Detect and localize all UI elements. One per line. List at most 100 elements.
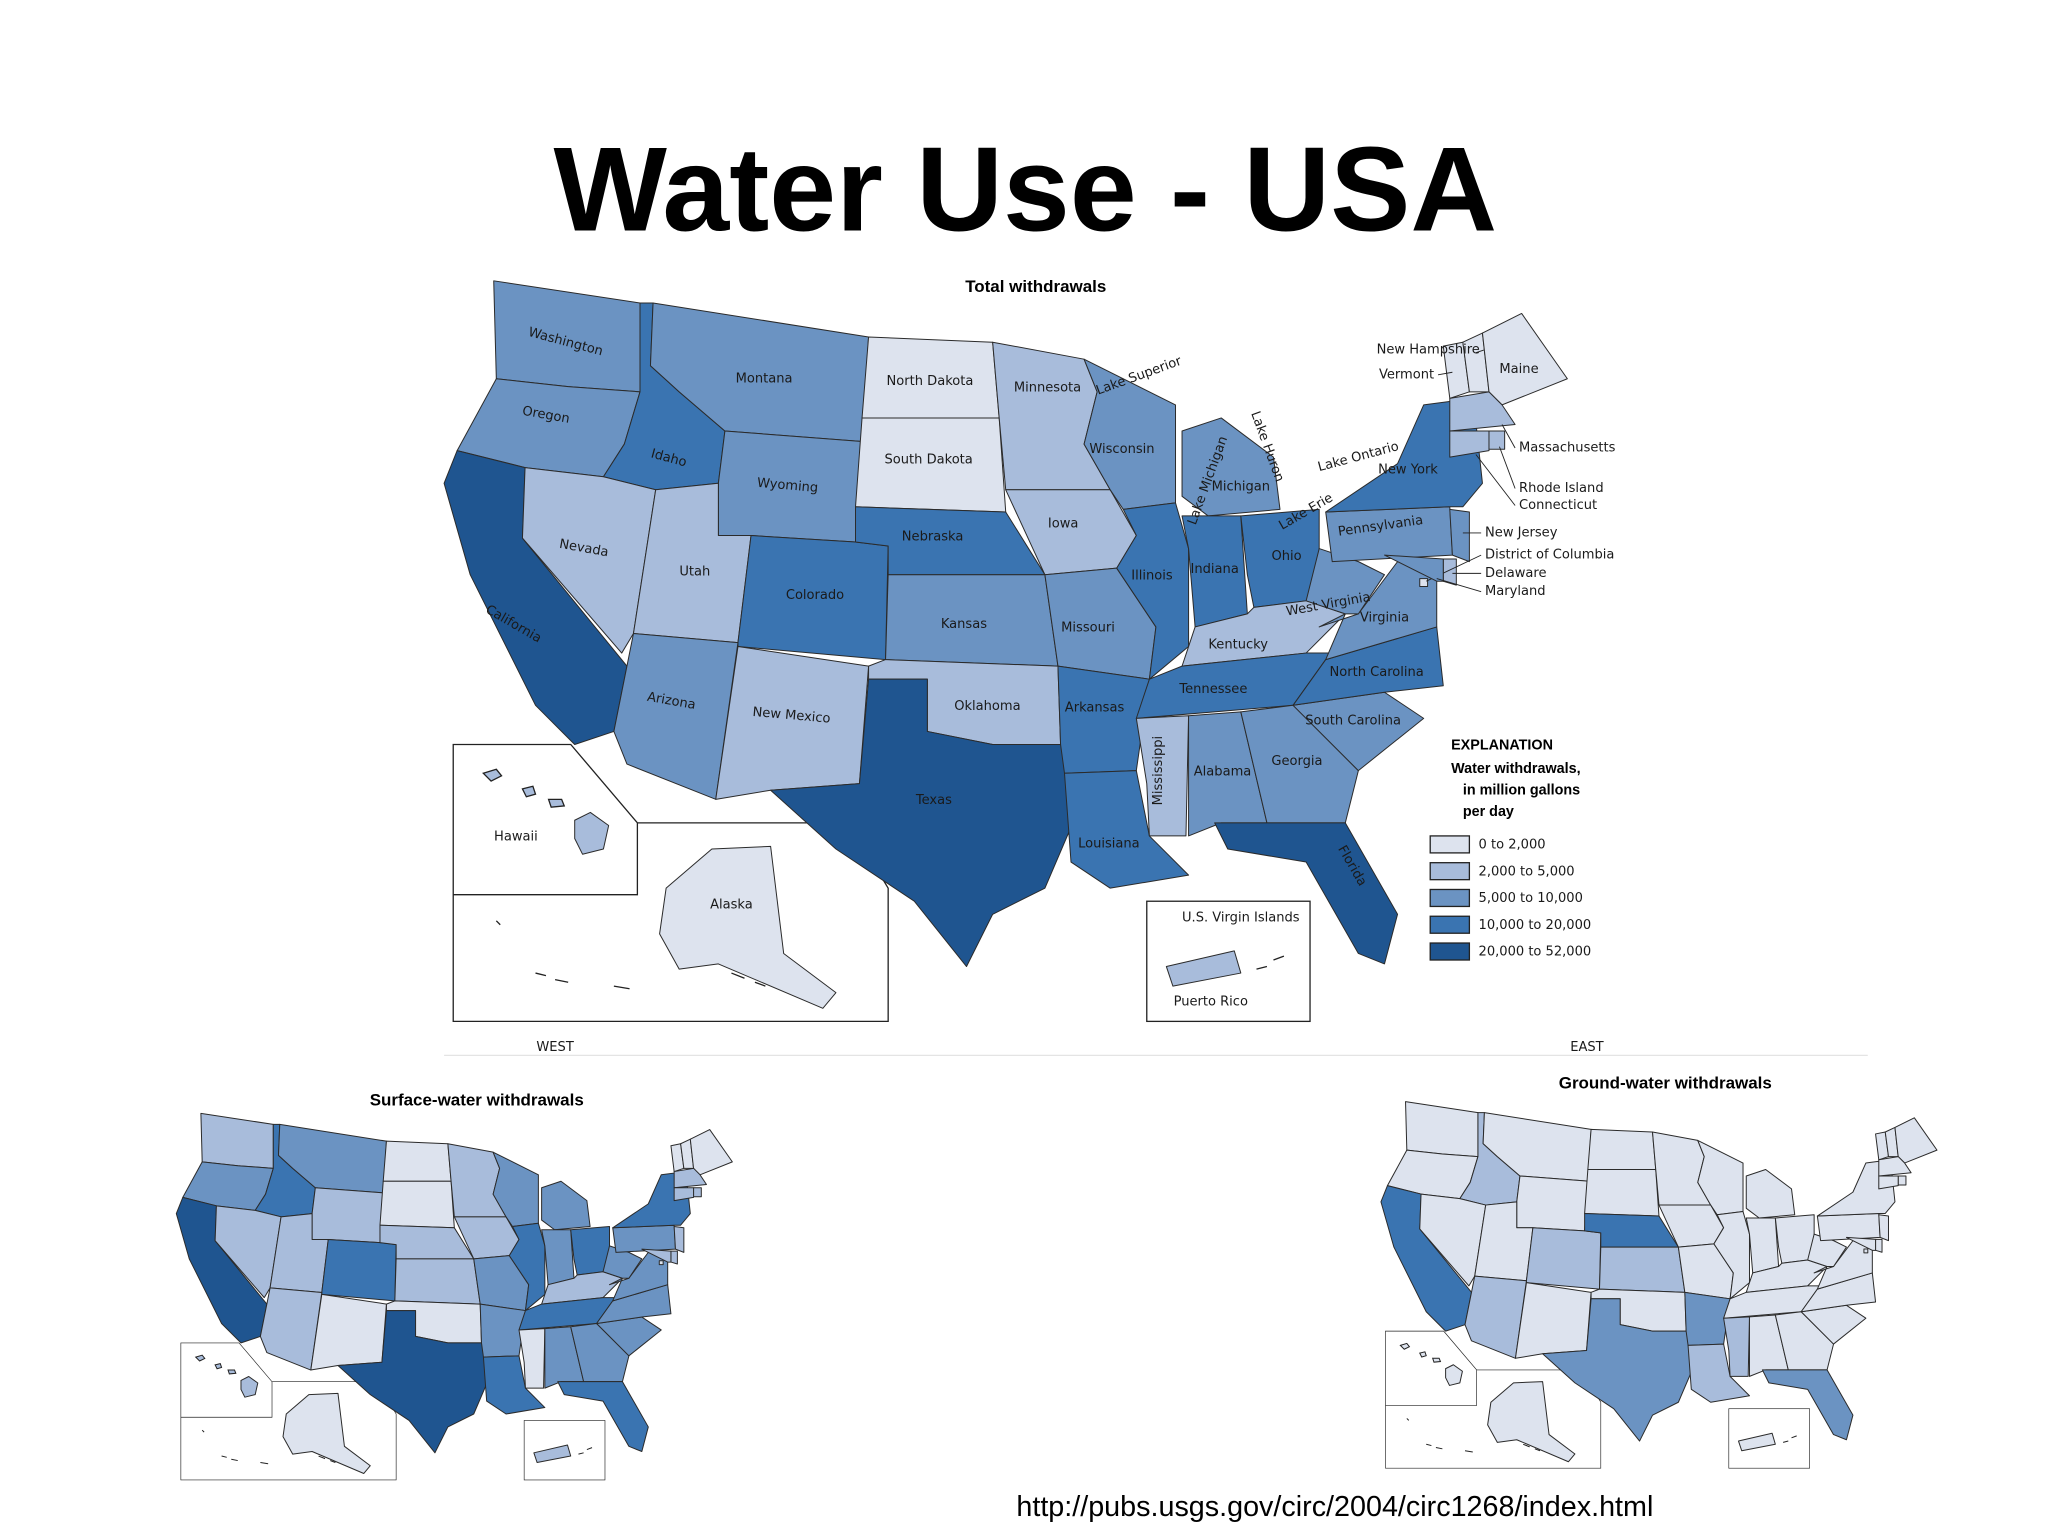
map-title: Surface-water withdrawals bbox=[370, 1091, 584, 1110]
state bbox=[1698, 1140, 1743, 1214]
state bbox=[1588, 1129, 1656, 1169]
state bbox=[1488, 1382, 1575, 1462]
slide-title: Water Use - USA bbox=[553, 122, 1497, 256]
state-label: Puerto Rico bbox=[1174, 994, 1248, 1009]
state-label: Minnesota bbox=[1014, 380, 1081, 395]
state-label: Massachusetts bbox=[1519, 441, 1616, 456]
state bbox=[1543, 1299, 1698, 1441]
state-label: Ohio bbox=[1271, 549, 1301, 564]
state bbox=[659, 1261, 663, 1265]
state bbox=[1319, 562, 1437, 660]
state bbox=[1406, 1102, 1478, 1157]
island bbox=[495, 920, 766, 990]
inset-frame bbox=[1146, 900, 1311, 1023]
state-label: Nebraska bbox=[902, 529, 964, 544]
state bbox=[1724, 1317, 1750, 1376]
state bbox=[1136, 716, 1188, 836]
state-label: Missouri bbox=[1061, 621, 1115, 636]
state-label: Rhode Island bbox=[1519, 481, 1604, 496]
state bbox=[575, 812, 609, 854]
state bbox=[1166, 951, 1240, 986]
state-label: Hawaii bbox=[494, 830, 538, 845]
island bbox=[1407, 1418, 1540, 1452]
state bbox=[690, 1130, 732, 1175]
state bbox=[1384, 555, 1443, 581]
legend-subtitle: per day bbox=[1463, 804, 1514, 820]
legend-swatch bbox=[1429, 888, 1471, 908]
state bbox=[1585, 1170, 1659, 1217]
state bbox=[241, 1377, 258, 1398]
state bbox=[542, 1181, 590, 1229]
state bbox=[1241, 705, 1359, 823]
state bbox=[1746, 1170, 1794, 1218]
other-label: WEST bbox=[536, 1040, 573, 1055]
state bbox=[395, 1259, 480, 1304]
state bbox=[483, 1356, 544, 1414]
state bbox=[1808, 1234, 1847, 1266]
legend-label: 10,000 to 20,000 bbox=[1479, 918, 1592, 933]
state bbox=[1817, 1213, 1880, 1240]
state bbox=[1182, 418, 1280, 516]
state bbox=[322, 1239, 396, 1300]
state bbox=[1517, 1176, 1588, 1231]
state bbox=[1688, 1344, 1749, 1402]
island bbox=[196, 1355, 236, 1374]
state bbox=[1895, 1118, 1937, 1163]
island bbox=[202, 1430, 335, 1464]
state-label: Delaware bbox=[1485, 566, 1546, 581]
state-label: North Dakota bbox=[887, 374, 974, 389]
state bbox=[1864, 1249, 1868, 1253]
state bbox=[1215, 823, 1398, 964]
state-label: Wyoming bbox=[756, 476, 818, 496]
inset-frame bbox=[523, 1420, 606, 1481]
state-label: New Mexico bbox=[752, 705, 831, 727]
state-label: Utah bbox=[679, 565, 710, 580]
state-label: North Carolina bbox=[1329, 665, 1423, 680]
state bbox=[1876, 1239, 1882, 1252]
state-label: Louisiana bbox=[1078, 836, 1140, 851]
total-map: WashingtonOregonCaliforniaIdahoNevadaMon… bbox=[444, 281, 1616, 1055]
state-label: Illinois bbox=[1131, 569, 1173, 584]
state-label: Kentucky bbox=[1208, 638, 1268, 653]
island bbox=[1256, 955, 1285, 970]
state bbox=[674, 1227, 684, 1253]
state bbox=[1450, 509, 1470, 561]
state bbox=[1775, 1312, 1833, 1370]
inset-frame bbox=[1728, 1408, 1810, 1469]
state bbox=[1846, 1237, 1875, 1250]
state bbox=[1515, 1283, 1591, 1359]
state-label: Alaska bbox=[710, 898, 753, 913]
state bbox=[1746, 1218, 1778, 1273]
state-label: Iowa bbox=[1048, 516, 1079, 531]
state bbox=[1762, 1370, 1853, 1440]
state bbox=[1526, 1228, 1600, 1289]
other-label: EAST bbox=[1570, 1040, 1603, 1055]
state bbox=[1879, 1176, 1898, 1189]
state bbox=[1420, 579, 1428, 587]
state bbox=[603, 1246, 642, 1278]
island bbox=[1400, 1343, 1440, 1362]
state-label: Wisconsin bbox=[1089, 442, 1154, 457]
ground-map bbox=[1381, 1102, 1937, 1469]
state bbox=[674, 1188, 693, 1201]
state bbox=[260, 1288, 321, 1370]
state bbox=[1482, 313, 1567, 404]
island bbox=[578, 1448, 592, 1454]
leader-line bbox=[1499, 446, 1516, 489]
state bbox=[311, 1294, 387, 1370]
state bbox=[1446, 1365, 1463, 1386]
state bbox=[571, 1323, 629, 1381]
map-title: Ground-water withdrawals bbox=[1559, 1074, 1772, 1093]
state-label: South Carolina bbox=[1305, 713, 1401, 728]
state-label: Vermont bbox=[1379, 367, 1434, 382]
state bbox=[613, 1225, 676, 1252]
state-label: Maryland bbox=[1485, 584, 1546, 599]
state-label: Alabama bbox=[1194, 764, 1252, 779]
legend-swatch bbox=[1429, 835, 1471, 854]
state-label: Oklahoma bbox=[954, 699, 1020, 714]
state bbox=[1599, 1247, 1684, 1292]
state bbox=[671, 1251, 677, 1264]
legend-label: 2,000 to 5,000 bbox=[1479, 864, 1575, 879]
legend-label: 0 to 2,000 bbox=[1479, 838, 1546, 853]
